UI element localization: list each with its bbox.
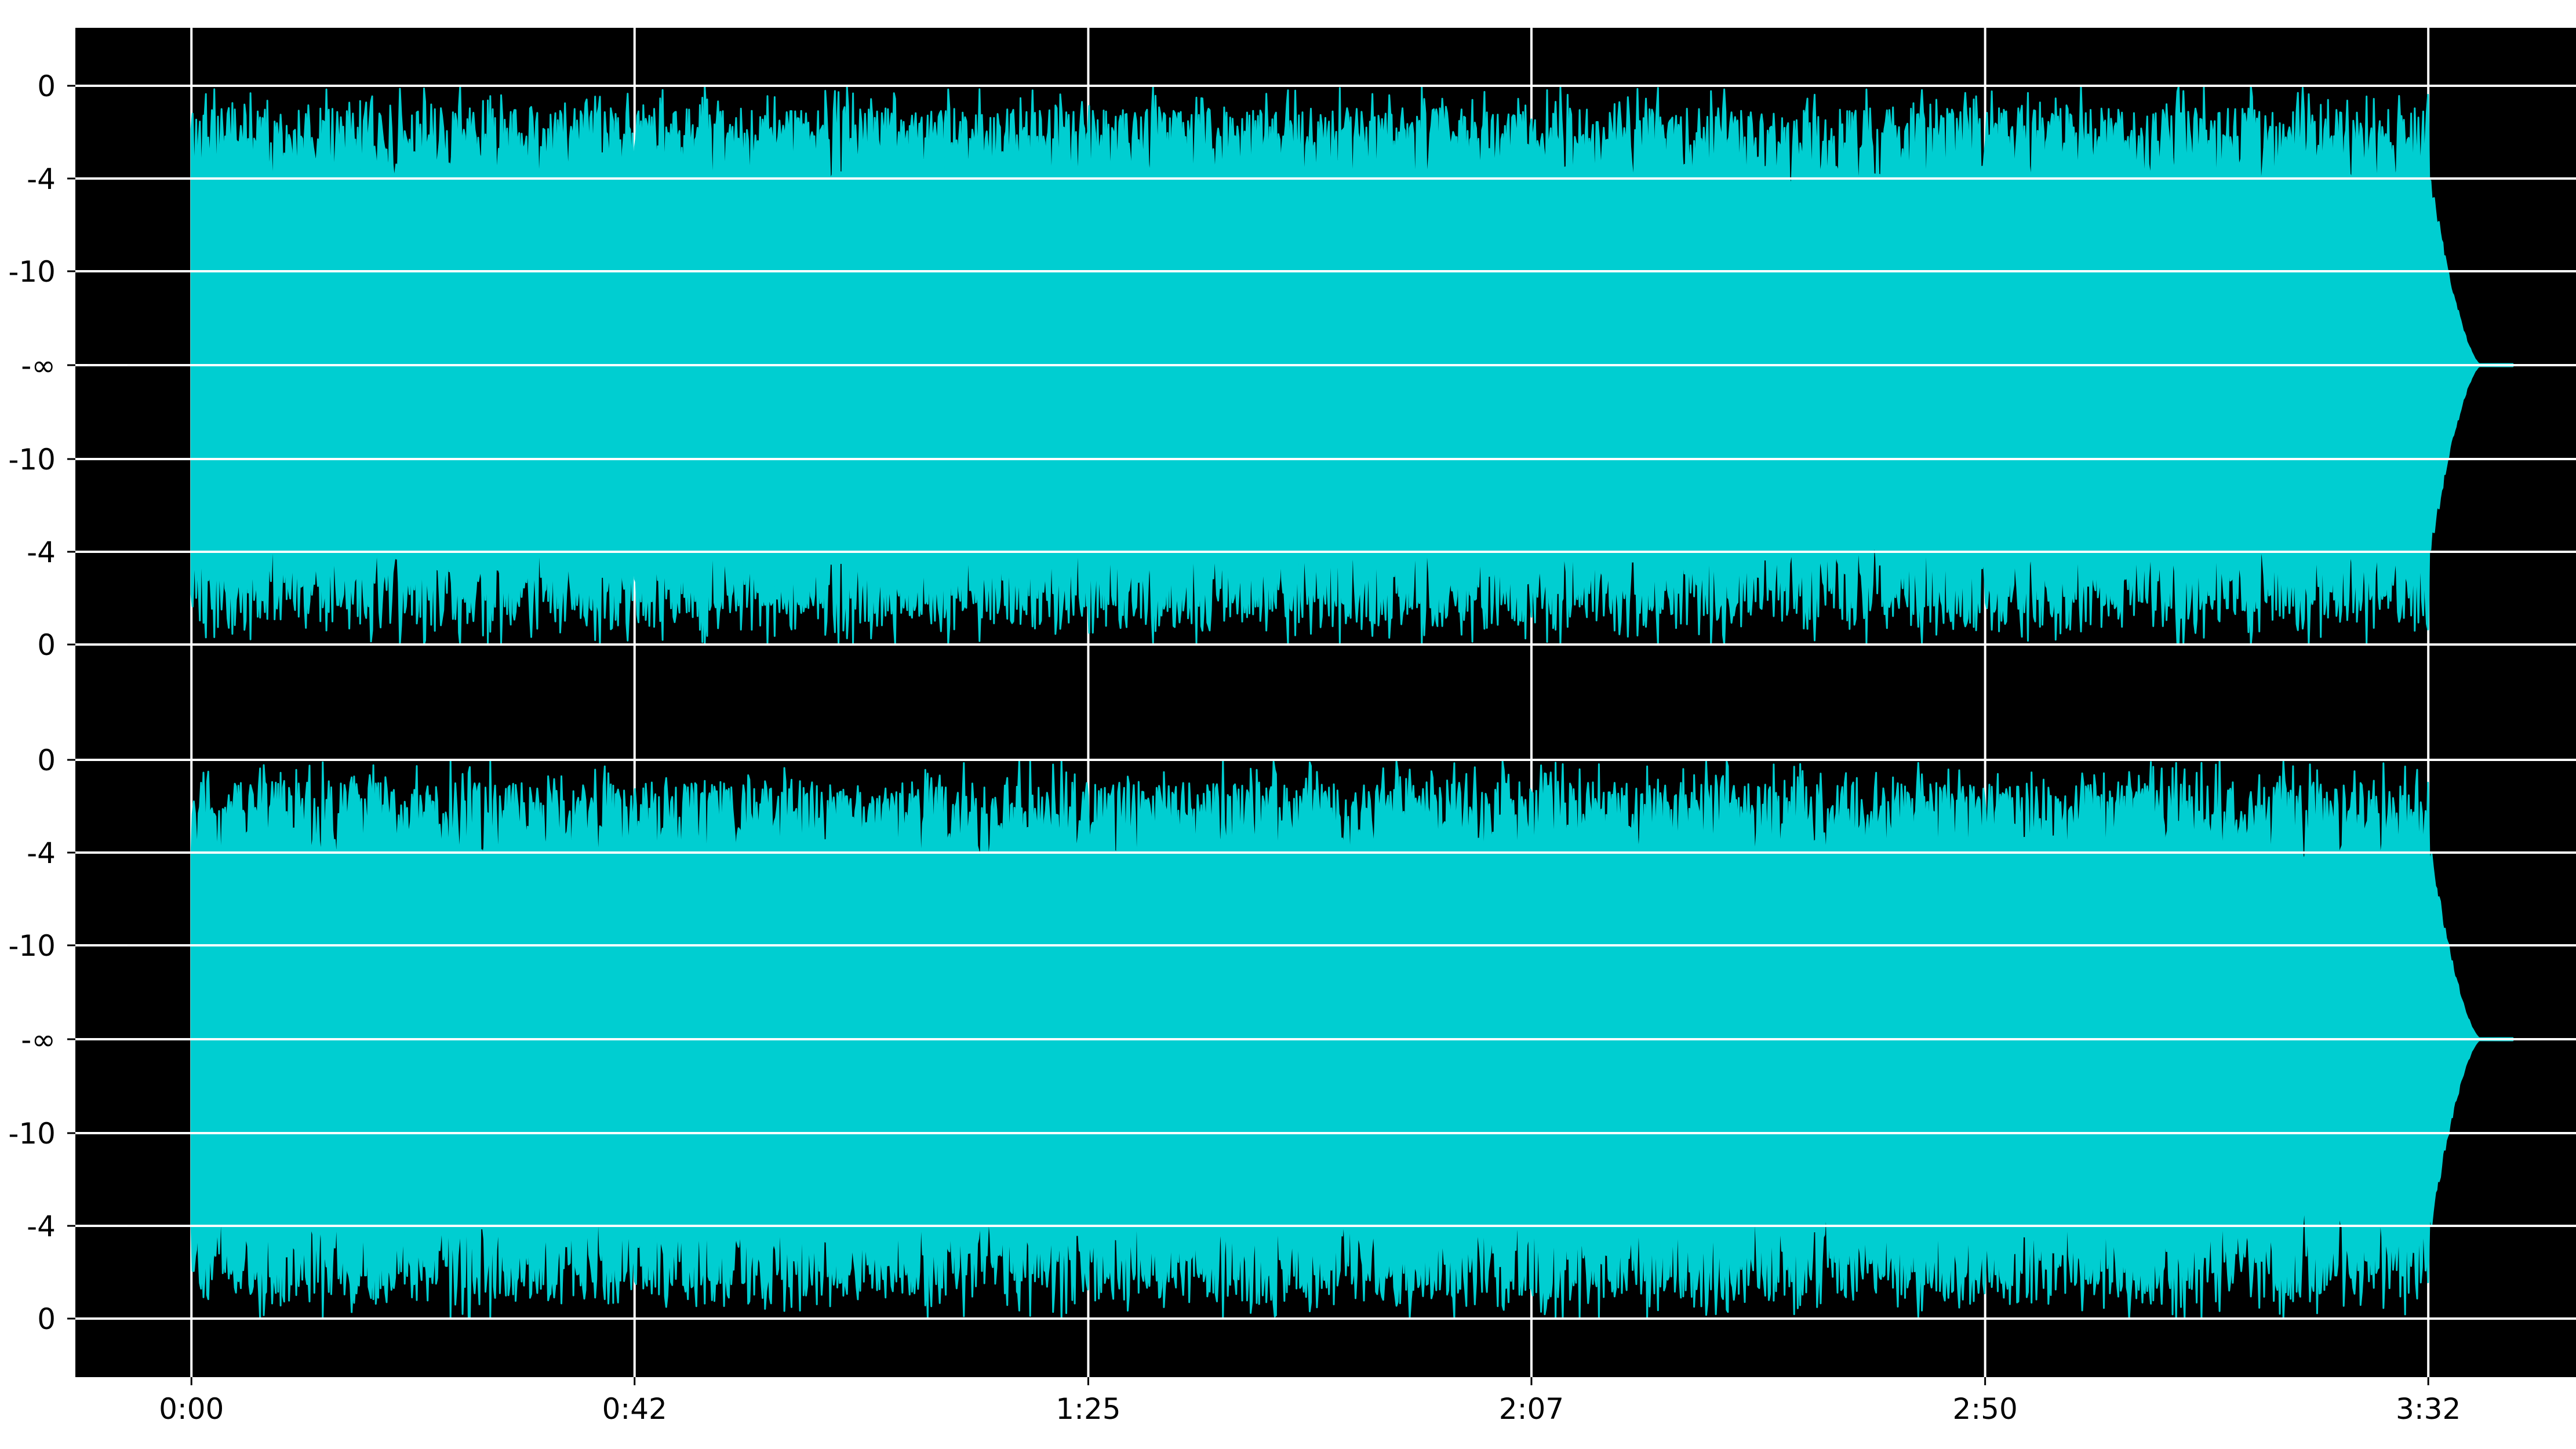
x-tick-label: 0:00 (159, 1392, 224, 1426)
y-tick-label: -10 (8, 1117, 56, 1151)
x-tick-labels: 0:00 0:42 1:25 2:07 2:50 3:32 (159, 1377, 2461, 1426)
x-tick-label: 3:32 (2396, 1392, 2461, 1426)
channels: 0 -4 -10 -∞ -10 -4 0 0 -4 -10 -∞ -10 -4 0 (8, 70, 2576, 1336)
channel-right-gridlines (75, 759, 2576, 1320)
y-tick-label: 0 (37, 628, 56, 662)
x-tick-label: 2:50 (1953, 1392, 2018, 1426)
x-tick-label: 1:25 (1056, 1392, 1120, 1426)
y-tick-label: 0 (37, 70, 56, 103)
y-tick-label: -4 (27, 162, 56, 196)
y-tick-label: -10 (8, 255, 56, 289)
y-tick-label: -4 (27, 836, 56, 870)
y-tick-label: -10 (8, 929, 56, 963)
y-tick-label: 0 (37, 1302, 56, 1336)
channel-right: 0 -4 -10 -∞ -10 -4 0 (8, 744, 2576, 1336)
y-tick-label: -4 (27, 536, 56, 569)
y-tick-label: 0 (37, 744, 56, 777)
y-tick-label: -∞ (21, 349, 56, 383)
channel-left-gridlines (75, 85, 2576, 646)
y-tick-label: -∞ (21, 1023, 56, 1057)
y-tick-label: -4 (27, 1210, 56, 1243)
y-tick-label: -10 (8, 443, 56, 476)
channel-left-y-tick-labels: 0 -4 -10 -∞ -10 -4 0 (8, 70, 75, 662)
x-tick-label: 2:07 (1499, 1392, 1564, 1426)
channel-right-y-tick-labels: 0 -4 -10 -∞ -10 -4 0 (8, 744, 75, 1336)
channel-left: 0 -4 -10 -∞ -10 -4 0 (8, 70, 2576, 662)
x-tick-label: 0:42 (602, 1392, 667, 1426)
